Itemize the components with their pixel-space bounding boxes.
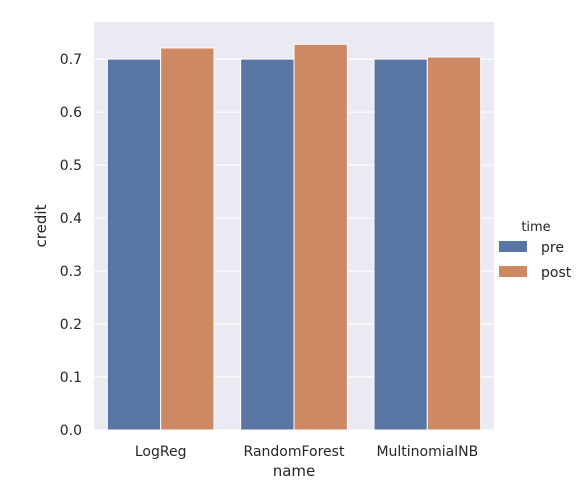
bar-post-multinomialnb xyxy=(426,56,482,431)
bar-pre-multinomialnb xyxy=(373,58,428,431)
legend: time pre post xyxy=(499,220,572,281)
x-tick-label: LogReg xyxy=(135,444,187,460)
bar-post-logreg xyxy=(160,47,215,431)
y-tick-label: 0.6 xyxy=(60,105,82,121)
y-tick-labels: 0.0 0.1 0.2 0.3 0.4 0.5 0.6 0.7 xyxy=(60,52,82,439)
bar-pre-logreg xyxy=(106,58,162,431)
x-tick-label: MultinomialNB xyxy=(376,444,478,460)
x-tick-labels: LogReg RandomForest MultinomialNB xyxy=(135,444,478,460)
y-tick-label: 0.2 xyxy=(60,317,82,333)
legend-swatch-pre xyxy=(499,241,527,252)
y-tick-label: 0.4 xyxy=(60,211,82,227)
y-tick-label: 0.7 xyxy=(60,52,82,68)
bars xyxy=(106,43,482,431)
bar-post-randomforest xyxy=(293,43,348,431)
x-tick-label: RandomForest xyxy=(244,444,345,460)
legend-label-pre: pre xyxy=(541,240,564,256)
y-tick-label: 0.5 xyxy=(60,158,82,174)
y-axis-label: credit xyxy=(32,204,50,247)
legend-swatch-post xyxy=(499,266,527,277)
legend-label-post: post xyxy=(541,265,572,281)
y-tick-label: 0.3 xyxy=(60,264,82,280)
bar-pre-randomforest xyxy=(240,58,295,431)
y-tick-label: 0.1 xyxy=(60,370,82,386)
legend-title: time xyxy=(521,220,550,235)
y-tick-label: 0.0 xyxy=(60,423,82,439)
x-axis-label: name xyxy=(273,462,316,480)
